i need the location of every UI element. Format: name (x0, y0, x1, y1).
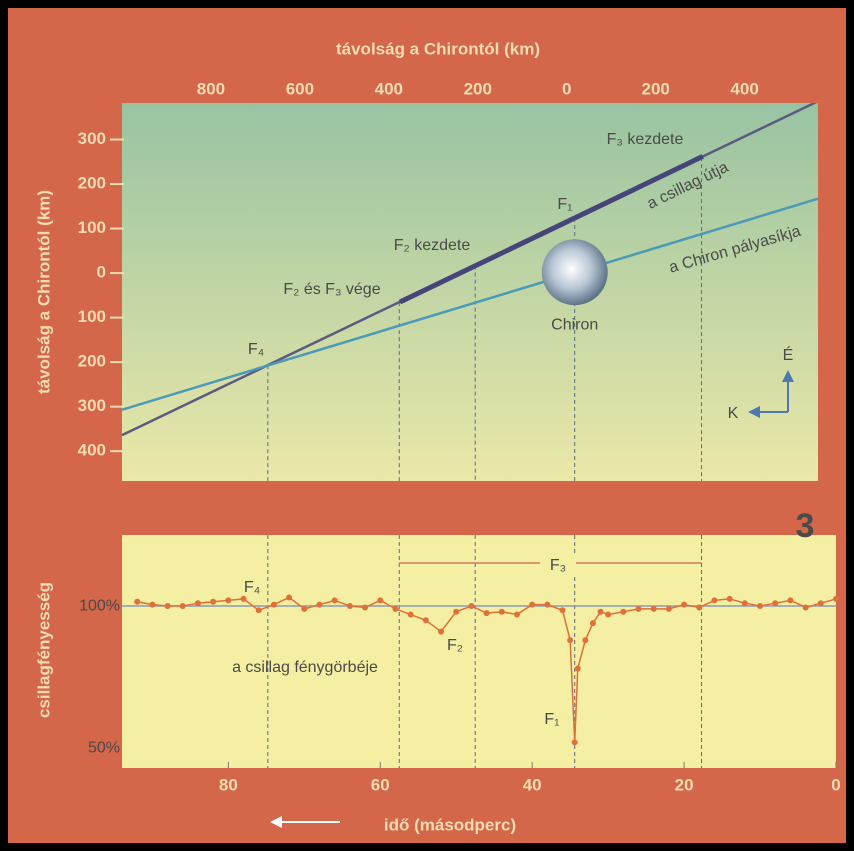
bottom-y-label: csillagfényesség (34, 582, 53, 718)
data-point (666, 606, 672, 612)
data-point (438, 629, 444, 635)
data-point (362, 604, 368, 610)
compass-east-label: K (728, 405, 739, 422)
annotation: F₁ (544, 711, 559, 728)
data-point (423, 617, 429, 623)
x-tick-label: 600 (286, 79, 314, 98)
figure-number: 3 (796, 507, 815, 545)
data-point (134, 599, 140, 605)
x-tick-label: 0 (831, 775, 840, 794)
chiron-body (542, 239, 608, 305)
annotation: F₃ kezdete (607, 131, 684, 148)
x-tick-label: 200 (464, 79, 492, 98)
data-point (408, 612, 414, 618)
data-point (377, 597, 383, 603)
x-tick-label: 0 (562, 79, 571, 98)
data-point (468, 603, 474, 609)
annotation: F₂ és F₃ vége (283, 281, 380, 298)
x-tick-label: 80 (219, 775, 238, 794)
data-point (590, 620, 596, 626)
data-point (757, 603, 763, 609)
data-point (256, 607, 262, 613)
x-tick-label: 60 (371, 775, 390, 794)
x-tick-label: 20 (675, 775, 694, 794)
data-point (567, 637, 573, 643)
top-panel (122, 103, 818, 481)
annotation: F₄ (248, 341, 264, 358)
data-point (149, 602, 155, 608)
data-point (301, 606, 307, 612)
data-point (484, 610, 490, 616)
data-point (620, 609, 626, 615)
data-point (818, 600, 824, 606)
y-tick-label: 100% (79, 597, 120, 614)
y-tick-label: 200 (78, 174, 106, 193)
data-point (529, 602, 535, 608)
data-point (833, 596, 839, 602)
chiron-label: Chiron (551, 316, 598, 333)
data-point (544, 602, 550, 608)
data-point (165, 603, 171, 609)
top-y-label: távolság a Chirontól (km) (34, 190, 53, 394)
x-tick-label: 200 (641, 79, 669, 98)
data-point (453, 609, 459, 615)
bottom-x-label: idő (másodperc) (384, 815, 516, 834)
y-tick-label: 300 (78, 396, 106, 415)
series-label: a csillag fénygörbéje (232, 659, 378, 676)
data-point (241, 596, 247, 602)
data-point (803, 604, 809, 610)
y-tick-label: 400 (78, 441, 106, 460)
data-point (575, 666, 581, 672)
data-point (787, 597, 793, 603)
data-point (742, 600, 748, 606)
data-point (347, 603, 353, 609)
y-tick-label: 50% (88, 739, 120, 756)
top-x-label: távolság a Chirontól (km) (336, 39, 540, 58)
data-point (711, 597, 717, 603)
y-tick-label: 200 (78, 352, 106, 371)
data-point (696, 604, 702, 610)
y-tick-label: 100 (78, 218, 106, 237)
annotation: F₃ (550, 557, 566, 574)
data-point (772, 600, 778, 606)
data-point (636, 606, 642, 612)
data-point (392, 606, 398, 612)
y-tick-label: 100 (78, 307, 106, 326)
data-point (514, 612, 520, 618)
data-point (582, 637, 588, 643)
data-point (225, 597, 231, 603)
compass-north-label: É (783, 345, 794, 364)
annotation: F₄ (244, 579, 260, 596)
bottom-panel (122, 535, 836, 768)
data-point (195, 600, 201, 606)
data-point (286, 595, 292, 601)
data-point (572, 739, 578, 745)
y-tick-label: 300 (78, 129, 106, 148)
x-tick-label: 400 (375, 79, 403, 98)
data-point (681, 602, 687, 608)
data-point (271, 602, 277, 608)
x-tick-label: 400 (730, 79, 758, 98)
data-point (605, 612, 611, 618)
data-point (316, 602, 322, 608)
y-tick-label: 0 (97, 263, 106, 282)
data-point (499, 609, 505, 615)
annotation: F₂ kezdete (394, 237, 471, 254)
data-point (210, 599, 216, 605)
annotation: F₂ (447, 637, 463, 654)
data-point (598, 609, 604, 615)
data-point (560, 607, 566, 613)
annotation: F₁ (557, 196, 572, 213)
figure: távolság a Chirontól (km) távolság a Chi… (0, 0, 854, 851)
data-point (180, 603, 186, 609)
data-point (727, 596, 733, 602)
x-tick-label: 40 (523, 775, 542, 794)
data-point (651, 606, 657, 612)
x-tick-label: 800 (197, 79, 225, 98)
data-point (332, 597, 338, 603)
